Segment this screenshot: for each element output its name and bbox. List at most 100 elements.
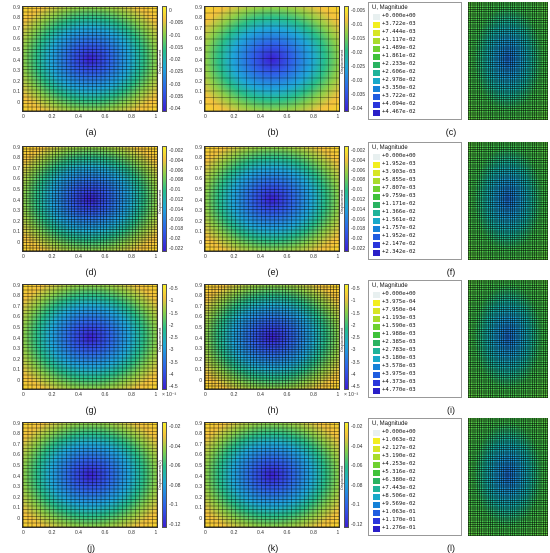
colorbar-tick: -0.08 bbox=[169, 482, 181, 489]
colorbar-tick: -1 bbox=[351, 298, 356, 305]
y-tick-label: 0.9 bbox=[13, 4, 20, 11]
chart-panel: 0 0.1 0.2 0.3 0.4 0.5 0.6 0.7 0.8 0.9 0 0.2 0.4 0.6 0.… bbox=[194, 2, 370, 122]
legend-value: +1.063e-02 bbox=[382, 437, 416, 443]
colorbar-tick: -0.01 bbox=[169, 187, 181, 194]
y-tick-label: 0 bbox=[17, 378, 20, 384]
x-tick-label: 0.4 bbox=[257, 254, 264, 260]
legend-swatch bbox=[373, 478, 380, 484]
colorbar-tick: -0.006 bbox=[169, 167, 184, 174]
legend-value: +2.233e-02 bbox=[382, 61, 416, 67]
x-tick-label: 0 bbox=[204, 114, 207, 120]
colorbar-label: Displacement bbox=[339, 327, 344, 352]
colorbar-tick: -0.015 bbox=[351, 36, 366, 42]
colorbar-tick: -0.1 bbox=[351, 502, 360, 509]
legend-value: +0.000e+00 bbox=[382, 429, 416, 435]
colorbar-tick: -0.06 bbox=[351, 463, 363, 470]
legend-value: +0.000e+00 bbox=[382, 153, 416, 159]
legend-swatch bbox=[373, 194, 380, 200]
y-tick-label: 0.1 bbox=[13, 505, 20, 512]
colorbar-tick: -0.005 bbox=[351, 8, 366, 14]
legend-value: +1.590e-03 bbox=[382, 323, 416, 329]
legend-swatch bbox=[373, 494, 380, 500]
y-tick-label: 0 bbox=[199, 516, 202, 522]
colorbar bbox=[162, 422, 167, 528]
legend-swatch bbox=[373, 348, 380, 354]
legend-value: +3.722e-03 bbox=[382, 21, 416, 27]
y-tick-label: 0.9 bbox=[13, 282, 20, 289]
colorbar-tick: -0.002 bbox=[351, 148, 366, 154]
legend-value: +2.127e-02 bbox=[382, 445, 416, 451]
y-tick-label: 0.1 bbox=[13, 229, 20, 236]
legend-value: +2.342e-02 bbox=[382, 249, 416, 255]
y-tick-label: 0.6 bbox=[13, 176, 20, 183]
legend-swatch bbox=[373, 62, 380, 68]
legend-swatch bbox=[373, 94, 380, 100]
legend-value: +7.444e-03 bbox=[382, 29, 416, 35]
y-tick-label: 0.2 bbox=[13, 356, 20, 363]
x-tick-label: 0.2 bbox=[48, 530, 56, 536]
legend-value: +1.170e-01 bbox=[382, 517, 416, 523]
y-tick-label: 0.6 bbox=[195, 176, 202, 183]
y-tick-label: 0.2 bbox=[195, 356, 202, 363]
y-tick-label: 0.3 bbox=[195, 208, 202, 215]
y-tick-label: 0.6 bbox=[195, 452, 202, 459]
colorbar-tick: -0.5 bbox=[351, 286, 360, 292]
y-tick-label: 0.8 bbox=[13, 15, 20, 22]
y-tick-label: 0.2 bbox=[13, 218, 20, 225]
chart-panel: 0 0.1 0.2 0.3 0.4 0.5 0.6 0.7 0.8 0.9 0 0.2 0.4 0.6 0.… bbox=[194, 280, 370, 400]
colorbar-tick: -3.5 bbox=[169, 359, 178, 366]
colorbar-tick: -0.004 bbox=[169, 157, 184, 164]
y-tick-label: 0.5 bbox=[13, 325, 20, 331]
legend-value: +4.467e-02 bbox=[382, 109, 416, 115]
legend-swatch bbox=[373, 78, 380, 84]
subfigure-label: (a) bbox=[85, 127, 97, 137]
heatmap-plot bbox=[204, 6, 340, 112]
colorbar bbox=[344, 422, 349, 528]
colorbar-tick: -0.01 bbox=[351, 22, 363, 28]
legend-swatch bbox=[373, 218, 380, 224]
y-tick-label: 0.8 bbox=[195, 293, 202, 300]
colorbar-tick: -0.01 bbox=[351, 187, 363, 194]
x-tick-label: 0.4 bbox=[75, 392, 82, 398]
x-tick-label: 0 bbox=[204, 530, 207, 536]
y-tick-label: 0.5 bbox=[13, 463, 20, 469]
y-tick-label: 0.4 bbox=[13, 473, 20, 480]
colorbar-tick: -0.014 bbox=[169, 206, 184, 213]
y-tick-label: 0.8 bbox=[13, 155, 20, 162]
chart-panel: 0 0.1 0.2 0.3 0.4 0.5 0.6 0.7 0.8 0.9 0 0.2 0.4 0.6 0.… bbox=[194, 418, 370, 538]
colorbar-tick: -0.04 bbox=[169, 106, 181, 112]
subfigure-label: (d) bbox=[85, 267, 97, 277]
colorbar-tick: -0.008 bbox=[351, 177, 366, 184]
legend-value: +3.180e-03 bbox=[382, 355, 416, 361]
legend-value: +1.988e-03 bbox=[382, 331, 416, 337]
legend-value: +3.722e-02 bbox=[382, 93, 416, 99]
y-tick-label: 0.1 bbox=[195, 229, 202, 236]
y-tick-label: 0.3 bbox=[13, 208, 20, 215]
y-tick-label: 0.2 bbox=[13, 78, 20, 85]
y-tick-label: 0.7 bbox=[195, 165, 202, 172]
subfigure-label: (g) bbox=[85, 405, 97, 415]
legend-value: +1.952e-02 bbox=[382, 233, 416, 239]
colorbar-label: Displacement bbox=[157, 49, 162, 74]
y-tick-label: 0.7 bbox=[195, 441, 202, 448]
legend-swatch bbox=[373, 170, 380, 176]
colorbar-tick: -4 bbox=[169, 371, 174, 378]
chart-panel: 0 0.1 0.2 0.3 0.4 0.5 0.6 0.7 0.8 0.9 0 0.2 0.4 0.6 0.… bbox=[12, 280, 188, 400]
colorbar-tick: -0.02 bbox=[169, 424, 181, 430]
colorbar-tick: -3 bbox=[351, 347, 356, 354]
x-tick-label: 0.2 bbox=[48, 254, 56, 260]
x-tick-label: 1 bbox=[154, 530, 158, 536]
x-tick-label: 0.4 bbox=[257, 392, 264, 398]
x-tick-label: 0.2 bbox=[230, 254, 238, 260]
legend-value: +3.975e-03 bbox=[382, 371, 416, 377]
legend-swatch bbox=[373, 380, 380, 386]
chart-panel: 0 0.1 0.2 0.3 0.4 0.5 0.6 0.7 0.8 0.9 0 0.2 0.4 0.6 0.… bbox=[12, 142, 188, 262]
y-tick-label: 0.1 bbox=[13, 89, 20, 96]
x-tick-label: 0.6 bbox=[283, 254, 291, 260]
y-tick-label: 0.7 bbox=[13, 165, 20, 172]
colorbar-label: Displacement bbox=[157, 189, 162, 214]
colorbar-exponent: × 10⁻³ bbox=[162, 392, 177, 398]
y-tick-label: 0.9 bbox=[195, 4, 202, 11]
colorbar-tick: -0.03 bbox=[169, 81, 181, 88]
legend-swatch bbox=[373, 430, 380, 436]
